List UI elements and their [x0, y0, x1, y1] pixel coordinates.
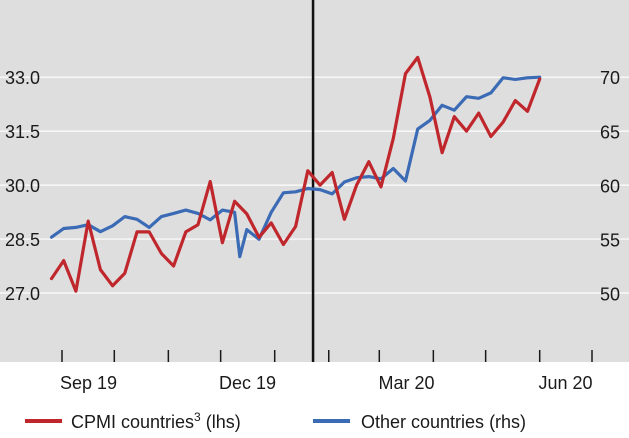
x-tick-label-0: Sep 19 — [60, 373, 117, 393]
y-right-tick-label-1: 55 — [600, 230, 620, 250]
gridlines — [0, 76, 629, 294]
x-tick-label-2: Mar 20 — [378, 373, 434, 393]
y-right-tick-label-2: 60 — [600, 176, 620, 196]
y-right-tick-label-0: 50 — [600, 284, 620, 304]
legend-label-cpmi: CPMI countries3 (lhs) — [71, 410, 241, 432]
legend-superscript-cpmi: 3 — [194, 410, 201, 424]
legend-name-other: Other countries — [361, 412, 484, 432]
y-right-tick-label-3: 65 — [600, 122, 620, 142]
y-left-tick-label-0: 27.0 — [5, 284, 40, 304]
legend-label-other: Other countries (rhs) — [361, 412, 526, 432]
legend-axis-other: (rhs) — [489, 412, 526, 432]
y-left-tick-label-2: 30.0 — [5, 176, 40, 196]
series-lines — [49, 55, 542, 293]
legend-axis-cpmi: (lhs) — [206, 412, 241, 432]
y-left-tick-label-4: 33.0 — [5, 68, 40, 88]
x-tick-label-1: Dec 19 — [219, 373, 276, 393]
tick-labels: 27.0 28.5 30.0 31.5 33.0 50 55 60 65 70 Sep 19 Dec … — [5, 68, 620, 393]
legend-name-cpmi: CPMI countries — [71, 412, 194, 432]
x-tick-label-3: Jun 20 — [538, 373, 592, 393]
y-right-tick-label-4: 70 — [600, 68, 620, 88]
legend: CPMI countries3 (lhs) Other countries (rhs… — [25, 410, 526, 432]
x-axis-ticks — [61, 350, 593, 362]
y-left-tick-label-3: 31.5 — [5, 122, 40, 142]
y-left-tick-label-1: 28.5 — [5, 230, 40, 250]
series-line-cpmi — [49, 55, 542, 293]
series-line-other — [49, 75, 542, 259]
